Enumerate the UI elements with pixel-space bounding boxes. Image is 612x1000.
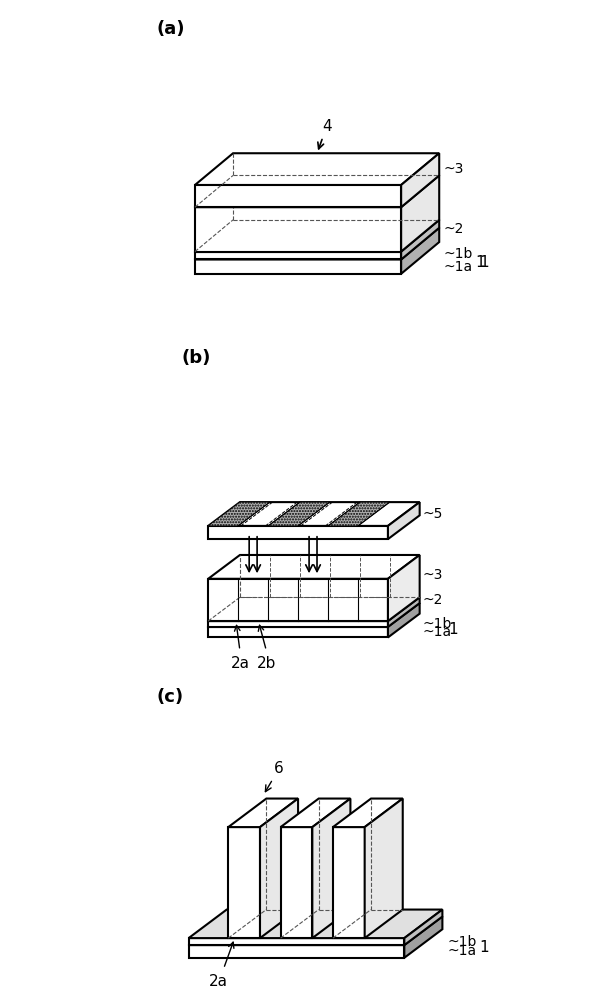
Polygon shape [388,603,420,637]
Polygon shape [333,799,403,827]
Text: 2b: 2b [256,656,276,671]
Text: ~1b: ~1b [447,935,477,949]
Polygon shape [388,597,420,627]
Text: 1: 1 [476,255,485,270]
Text: ~3: ~3 [422,568,442,582]
Polygon shape [328,502,390,526]
Polygon shape [228,799,298,827]
Text: ~3: ~3 [444,162,465,176]
Text: 2a: 2a [209,974,228,989]
Text: ~2: ~2 [422,593,442,607]
Text: (c): (c) [157,688,184,706]
Text: ~5: ~5 [422,507,442,521]
Polygon shape [195,252,401,259]
Polygon shape [208,627,388,637]
Polygon shape [208,526,388,539]
Polygon shape [388,502,420,539]
Text: ~1a: ~1a [447,944,476,958]
Polygon shape [312,799,351,938]
Polygon shape [208,502,270,526]
Polygon shape [405,910,442,945]
Text: ~1b: ~1b [422,617,452,631]
Polygon shape [188,945,405,958]
Polygon shape [401,220,439,259]
Polygon shape [401,153,439,207]
Polygon shape [388,555,420,621]
Text: 2a: 2a [231,656,250,671]
Polygon shape [401,228,439,274]
Polygon shape [268,502,330,526]
Text: ~1a: ~1a [444,260,473,274]
Polygon shape [208,502,420,526]
Polygon shape [195,259,401,274]
Polygon shape [195,175,439,207]
Text: 1: 1 [449,622,458,637]
Text: 4: 4 [318,119,332,149]
Polygon shape [208,597,420,621]
Text: (b): (b) [182,349,211,367]
Polygon shape [208,579,388,621]
Polygon shape [365,799,403,938]
Polygon shape [260,799,298,938]
Polygon shape [195,185,401,207]
Text: 6: 6 [266,761,284,792]
Text: 1: 1 [479,255,488,270]
Polygon shape [281,827,312,938]
Polygon shape [188,938,405,945]
Text: ~1b: ~1b [444,247,473,261]
Polygon shape [333,827,365,938]
Text: 1: 1 [479,940,488,955]
Polygon shape [281,799,351,827]
Text: (a): (a) [157,20,185,38]
Polygon shape [195,228,439,259]
Polygon shape [195,207,401,252]
Polygon shape [405,917,442,958]
Text: ~2: ~2 [444,222,465,236]
Polygon shape [401,175,439,252]
Polygon shape [188,910,442,938]
Polygon shape [195,153,439,185]
Polygon shape [208,621,388,627]
Polygon shape [208,603,420,627]
Polygon shape [195,220,439,252]
Polygon shape [208,555,420,579]
Text: ~1a: ~1a [422,625,452,639]
Polygon shape [228,827,260,938]
Polygon shape [188,917,442,945]
